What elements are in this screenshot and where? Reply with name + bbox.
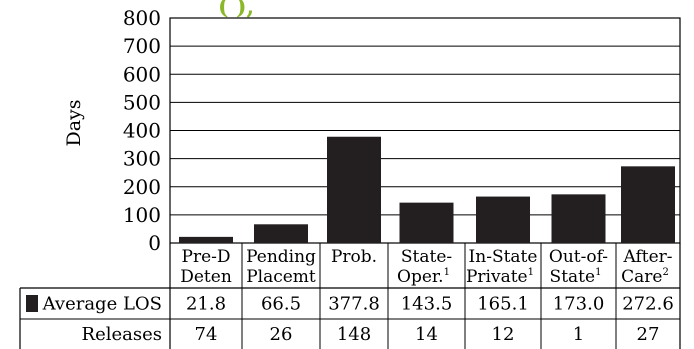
category-label: After- — [622, 247, 672, 267]
table-cell: 26 — [270, 324, 293, 345]
y-tick-label: 400 — [123, 119, 161, 143]
footnote-marker: 1 — [444, 267, 450, 278]
y-tick-label: 300 — [123, 147, 161, 171]
bar-6 — [551, 194, 606, 243]
category-label-line2: Private1 — [466, 267, 534, 287]
y-axis-label: Days — [63, 99, 85, 146]
y-tick-label: 700 — [123, 34, 161, 58]
category-label-line2: Deten — [180, 267, 232, 287]
footnote-marker: 1 — [528, 267, 534, 278]
category-label-text: Deten — [180, 267, 232, 287]
bar-4 — [399, 202, 454, 243]
table-cell: 272.6 — [622, 294, 674, 315]
row-label: Average LOS — [42, 294, 162, 315]
bar-3 — [327, 136, 381, 243]
y-tick-label: 100 — [123, 203, 161, 227]
footnote-marker: 2 — [662, 267, 668, 278]
bar-5 — [476, 196, 530, 243]
y-tick-label: 800 — [123, 6, 161, 30]
table-cell: 27 — [637, 324, 660, 345]
table-cell: 377.8 — [328, 294, 380, 315]
table-cell: 66.5 — [261, 294, 301, 315]
y-tick-label: 500 — [123, 90, 161, 114]
category-label-text: State — [550, 267, 596, 287]
table-cell: 143.5 — [401, 294, 453, 315]
category-label-text: Oper. — [397, 267, 444, 287]
category-label: State- — [401, 247, 452, 267]
table-cell: 74 — [195, 324, 218, 345]
category-label-text: Private — [466, 267, 528, 287]
category-label: Prob. — [331, 247, 377, 267]
table-cell: 1 — [573, 324, 584, 345]
category-label: In-State — [469, 247, 538, 267]
y-tick-label: 200 — [123, 175, 161, 199]
category-label-text: Care — [621, 267, 662, 287]
table-cell: 21.8 — [186, 294, 226, 315]
bar-2 — [254, 224, 308, 243]
bar-1 — [179, 236, 233, 243]
chart-title: ( ), — [218, 0, 254, 20]
category-label-line2: Oper.1 — [397, 267, 450, 287]
row-label: Releases — [82, 324, 162, 345]
category-label-line2: Care2 — [621, 267, 669, 287]
table-cell: 173.0 — [553, 294, 605, 315]
category-label-line2: State1 — [550, 267, 602, 287]
category-label: Pre-D — [182, 247, 231, 267]
bar-7 — [621, 166, 675, 243]
y-tick-label: 0 — [148, 231, 161, 255]
category-label-line2: Placemt — [246, 267, 316, 287]
table-cell: 148 — [337, 324, 371, 345]
category-label: Pending — [246, 247, 316, 267]
table-cell: 165.1 — [477, 294, 529, 315]
legend-swatch — [26, 295, 38, 312]
table-cell: 14 — [415, 324, 438, 345]
category-label: Out-of- — [549, 247, 608, 267]
table-cell: 12 — [492, 324, 515, 345]
y-tick-label: 600 — [123, 62, 161, 86]
category-label-text: Placemt — [246, 267, 316, 287]
footnote-marker: 1 — [595, 267, 601, 278]
